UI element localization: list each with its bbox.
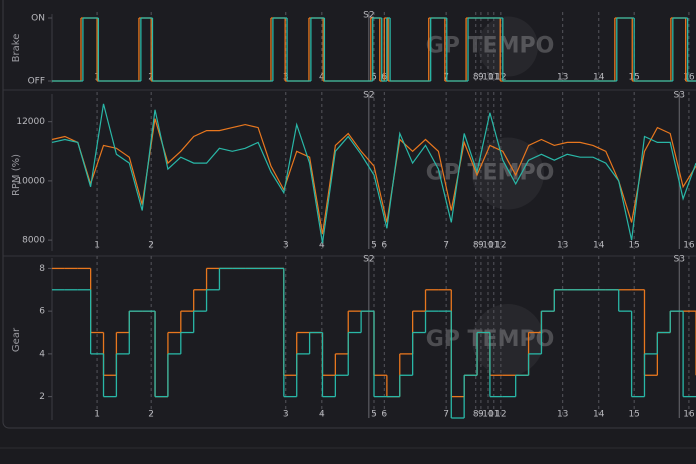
turn-label: 14 bbox=[593, 241, 605, 251]
turn-label: 13 bbox=[557, 410, 568, 420]
sector-label: S2 bbox=[363, 91, 374, 101]
y-tick-label: 12000 bbox=[16, 117, 45, 127]
turn-label: 1 bbox=[94, 241, 100, 251]
turn-label: 15 bbox=[628, 410, 639, 420]
turn-label: 9 bbox=[478, 410, 484, 420]
turn-label: 1 bbox=[94, 410, 100, 420]
turn-label: 11 bbox=[488, 73, 499, 83]
watermark-logo bbox=[478, 16, 538, 77]
sector-label: S3 bbox=[674, 255, 685, 265]
rpm-line bbox=[51, 118, 696, 235]
turn-label: 2 bbox=[148, 410, 154, 420]
turn-label: 2 bbox=[148, 241, 154, 251]
turn-label: 11 bbox=[488, 241, 499, 251]
turn-label: 4 bbox=[319, 73, 325, 83]
sector-label: S2 bbox=[363, 11, 374, 21]
turn-label: 10 bbox=[482, 241, 494, 251]
turn-label: 4 bbox=[319, 241, 325, 251]
turn-label: 6 bbox=[381, 241, 387, 251]
y-axis-label: Gear bbox=[11, 327, 22, 352]
turn-label: 14 bbox=[593, 73, 605, 83]
y-tick-label: 6 bbox=[39, 307, 45, 317]
y-tick-label: OFF bbox=[28, 77, 45, 87]
turn-label: 12 bbox=[495, 410, 506, 420]
turn-label: 6 bbox=[381, 410, 387, 420]
panel-frame bbox=[2, 0, 696, 429]
sector-label: S2 bbox=[363, 255, 374, 265]
turn-label: 9 bbox=[478, 241, 484, 251]
turn-label: 8 bbox=[473, 241, 479, 251]
turn-label: 13 bbox=[557, 73, 568, 83]
turn-label: 9 bbox=[478, 73, 484, 83]
turn-label: 4 bbox=[319, 410, 325, 420]
turn-label: 3 bbox=[283, 410, 289, 420]
turn-label: 8 bbox=[473, 73, 479, 83]
turn-label: 12 bbox=[495, 241, 506, 251]
y-tick-label: 8 bbox=[39, 264, 45, 274]
turn-label: 10 bbox=[482, 73, 494, 83]
turn-label: 5 bbox=[371, 410, 377, 420]
y-tick-label: 2 bbox=[39, 392, 45, 402]
turn-label: 10 bbox=[482, 410, 494, 420]
y-axis-label: RPM (%) bbox=[11, 154, 22, 196]
turn-label: 7 bbox=[443, 410, 449, 420]
turn-label: 15 bbox=[628, 241, 639, 251]
turn-label: 14 bbox=[593, 410, 605, 420]
y-axis-label: Brake bbox=[11, 34, 22, 63]
y-tick-label: 8000 bbox=[22, 236, 45, 246]
sector-label: S3 bbox=[674, 91, 685, 101]
turn-label: 3 bbox=[283, 241, 289, 251]
turn-label: 5 bbox=[371, 241, 377, 251]
watermark: GP TEMPO bbox=[426, 161, 555, 186]
rpm-line bbox=[51, 103, 696, 244]
turn-label: 11 bbox=[488, 410, 499, 420]
turn-label: 16 bbox=[683, 241, 695, 251]
y-tick-label: ON bbox=[31, 14, 45, 24]
turn-label: 13 bbox=[557, 241, 568, 251]
turn-label: 16 bbox=[683, 410, 695, 420]
y-tick-label: 4 bbox=[39, 349, 45, 359]
y-tick-label: 10000 bbox=[16, 176, 45, 186]
watermark-logo bbox=[472, 137, 544, 210]
turn-label: 16 bbox=[683, 73, 695, 83]
turn-label: 8 bbox=[473, 410, 479, 420]
turn-label: 7 bbox=[443, 241, 449, 251]
turn-label: 5 bbox=[371, 73, 377, 83]
